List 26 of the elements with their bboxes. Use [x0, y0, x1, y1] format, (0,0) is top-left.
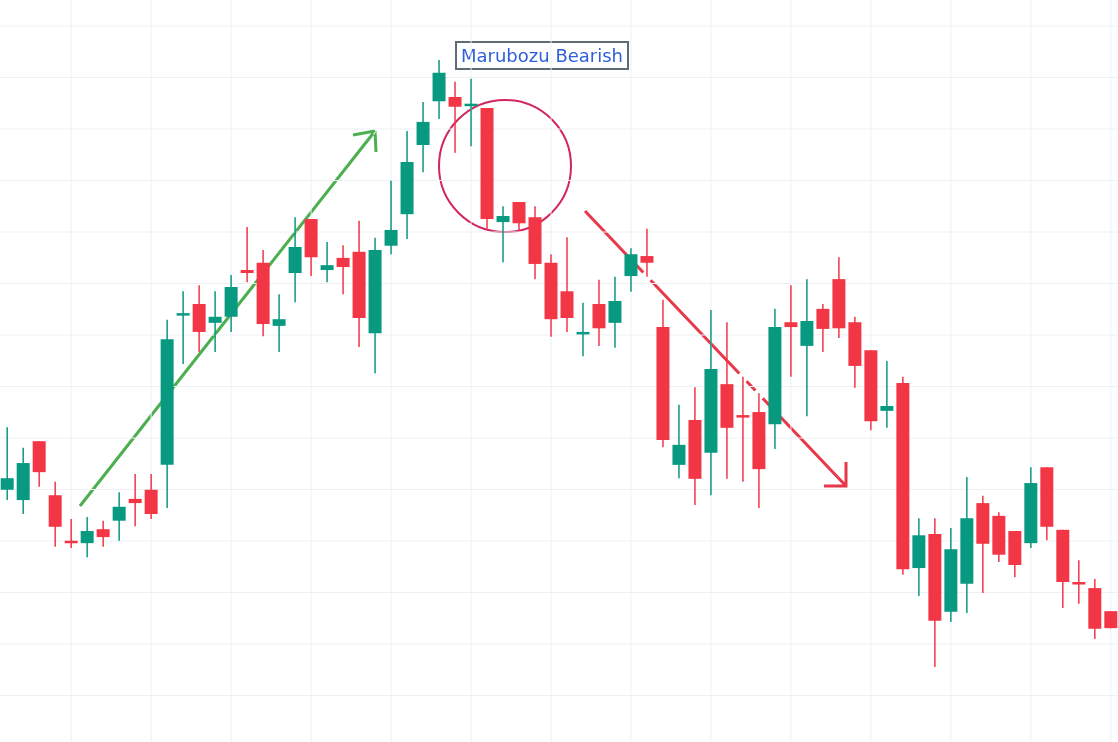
candlestick: [640, 228, 654, 278]
candlestick: [336, 244, 350, 296]
candlestick: [112, 491, 126, 542]
candlestick: [416, 101, 430, 174]
candlestick: [816, 303, 830, 353]
candlestick: [80, 516, 94, 558]
candlestick: [880, 360, 894, 429]
candlestick: [208, 290, 222, 353]
annotation: Marubozu Bearish: [455, 41, 630, 70]
candlestick: [320, 241, 334, 283]
candlestick: [512, 201, 526, 231]
candlestick: [736, 376, 750, 483]
candlestick: [176, 290, 190, 365]
candlestick: [672, 404, 686, 479]
candlestick: [240, 226, 254, 283]
candlestick: [96, 519, 110, 548]
candlestick: [784, 284, 798, 378]
candlestick: [496, 205, 510, 263]
candlestick: [384, 180, 398, 255]
candlestick: [128, 473, 142, 527]
candlestick: [608, 275, 622, 349]
candlestick: [624, 247, 638, 293]
candlestick: [1072, 559, 1086, 605]
candlestick: [0, 426, 14, 501]
candlestick: [272, 293, 286, 353]
candlestick: [448, 81, 462, 154]
